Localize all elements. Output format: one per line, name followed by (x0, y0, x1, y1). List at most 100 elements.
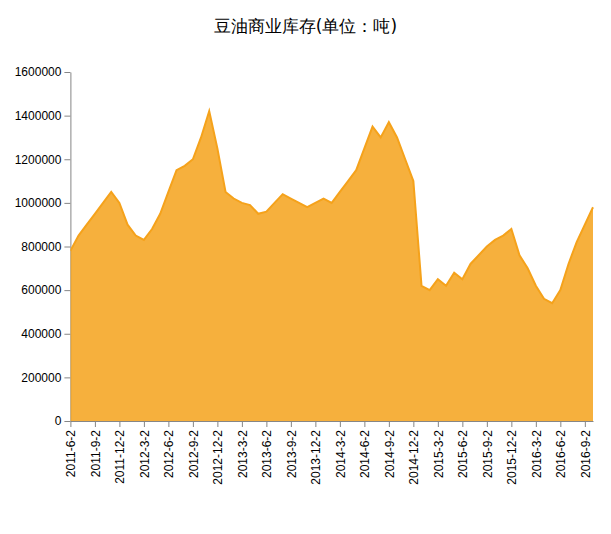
x-tick-label: 2015-3-2 (432, 430, 446, 478)
y-tick-label: 200000 (21, 371, 61, 385)
y-tick-mark (64, 290, 70, 291)
x-tick-mark (340, 421, 341, 427)
x-tick: 2013-12-2 (309, 421, 323, 485)
y-tick-label: 1200000 (15, 153, 62, 167)
x-tick: 2016-9-2 (579, 421, 593, 478)
x-tick: 2014-6-2 (358, 421, 372, 478)
x-tick: 2015-6-2 (456, 421, 470, 478)
x-tick: 2012-3-2 (138, 421, 152, 478)
x-tick-mark (560, 421, 561, 427)
x-tick-label: 2011-6-2 (64, 430, 78, 477)
y-tick: 0 (55, 414, 71, 428)
x-tick-label: 2013-6-2 (260, 430, 274, 478)
x-tick: 2016-6-2 (554, 421, 568, 478)
chart-title: 豆油商业库存(单位：吨) (214, 16, 397, 36)
y-tick-label: 1400000 (15, 109, 62, 123)
x-tick-label: 2011-12-2 (113, 430, 127, 484)
x-tick-mark (585, 421, 586, 427)
x-tick-mark (70, 421, 71, 427)
x-tick-label: 2016-9-2 (579, 430, 593, 478)
x-tick-label: 2012-6-2 (162, 430, 176, 478)
y-tick-label: 0 (55, 414, 62, 428)
x-tick-mark (389, 421, 390, 427)
x-tick: 2012-9-2 (187, 421, 201, 478)
x-tick-label: 2015-12-2 (505, 430, 519, 485)
x-tick-label: 2015-6-2 (456, 430, 470, 478)
x-tick: 2016-3-2 (530, 421, 544, 478)
x-tick-label: 2015-9-2 (481, 430, 495, 478)
x-tick-label: 2012-3-2 (138, 430, 152, 478)
y-tick: 600000 (21, 283, 70, 297)
x-tick: 2015-3-2 (432, 421, 446, 478)
inventory-line (70, 111, 593, 303)
y-tick: 200000 (21, 371, 70, 385)
y-tick: 1600000 (15, 65, 71, 79)
x-axis: 2011-6-2 2011-9-2 2011-12-2 2012-3-2 2012-6-… (64, 421, 593, 485)
x-tick-mark (95, 421, 96, 427)
x-tick-label: 2013-3-2 (236, 430, 250, 478)
x-tick-mark (511, 421, 512, 427)
y-tick-label: 1000000 (15, 196, 62, 210)
x-tick-mark (168, 421, 169, 427)
x-tick-mark (413, 421, 414, 427)
x-tick-mark (364, 421, 365, 427)
y-tick-mark (64, 72, 70, 73)
x-tick: 2014-9-2 (383, 421, 397, 478)
y-axis: 0 200000 400000 600000 800000 1000000 1200000 1… (15, 65, 71, 428)
x-tick-mark (242, 421, 243, 427)
y-tick-mark (64, 159, 70, 160)
chart-root: 豆油商业库存(单位：吨) 0 200000 400000 600000 800000 100… (0, 0, 611, 534)
x-tick-label: 2014-3-2 (334, 430, 348, 478)
x-tick-mark (487, 421, 488, 427)
x-tick: 2011-12-2 (113, 421, 127, 484)
x-tick: 2011-9-2 (89, 421, 103, 477)
y-tick: 1200000 (15, 153, 71, 167)
x-tick: 2013-6-2 (260, 421, 274, 478)
x-tick-mark (266, 421, 267, 427)
x-tick-mark (144, 421, 145, 427)
x-tick-label: 2014-6-2 (358, 430, 372, 478)
x-tick-label: 2013-12-2 (309, 430, 323, 485)
x-axis-line (71, 421, 594, 422)
x-tick-label: 2011-9-2 (89, 430, 103, 477)
x-tick: 2011-6-2 (64, 421, 78, 477)
y-tick: 1400000 (15, 109, 71, 123)
x-tick-label: 2016-3-2 (530, 430, 544, 478)
x-tick-label: 2013-9-2 (285, 430, 299, 478)
x-tick-mark (193, 421, 194, 427)
y-tick-mark (64, 203, 70, 204)
y-tick-mark (64, 247, 70, 248)
y-tick: 800000 (21, 240, 70, 254)
x-tick-label: 2012-9-2 (187, 430, 201, 478)
y-tick: 400000 (21, 327, 70, 341)
x-tick: 2012-6-2 (162, 421, 176, 478)
y-tick-label: 800000 (21, 240, 61, 254)
y-tick: 1000000 (15, 196, 71, 210)
y-tick-mark (64, 421, 70, 422)
y-tick-mark (64, 377, 70, 378)
x-tick-label: 2012-12-2 (211, 430, 225, 485)
x-tick-mark (315, 421, 316, 427)
y-tick-label: 400000 (21, 327, 61, 341)
y-tick-mark (64, 116, 70, 117)
x-tick-mark (438, 421, 439, 427)
x-tick: 2014-12-2 (407, 421, 421, 485)
x-tick-mark (462, 421, 463, 427)
x-tick-mark (536, 421, 537, 427)
x-tick: 2012-12-2 (211, 421, 225, 485)
x-tick: 2013-3-2 (236, 421, 250, 478)
inventory-area (70, 111, 593, 421)
x-tick-label: 2014-12-2 (407, 430, 421, 485)
x-tick: 2015-9-2 (481, 421, 495, 478)
y-tick-mark (64, 334, 70, 335)
x-tick: 2013-9-2 (285, 421, 299, 478)
x-tick-mark (217, 421, 218, 427)
x-tick-label: 2016-6-2 (554, 430, 568, 478)
y-tick-label: 1600000 (15, 65, 62, 79)
x-tick: 2014-3-2 (334, 421, 348, 478)
x-tick-label: 2014-9-2 (383, 430, 397, 478)
x-tick-mark (119, 421, 120, 427)
y-tick-label: 600000 (21, 283, 61, 297)
x-tick-mark (291, 421, 292, 427)
plot-area (70, 111, 593, 421)
